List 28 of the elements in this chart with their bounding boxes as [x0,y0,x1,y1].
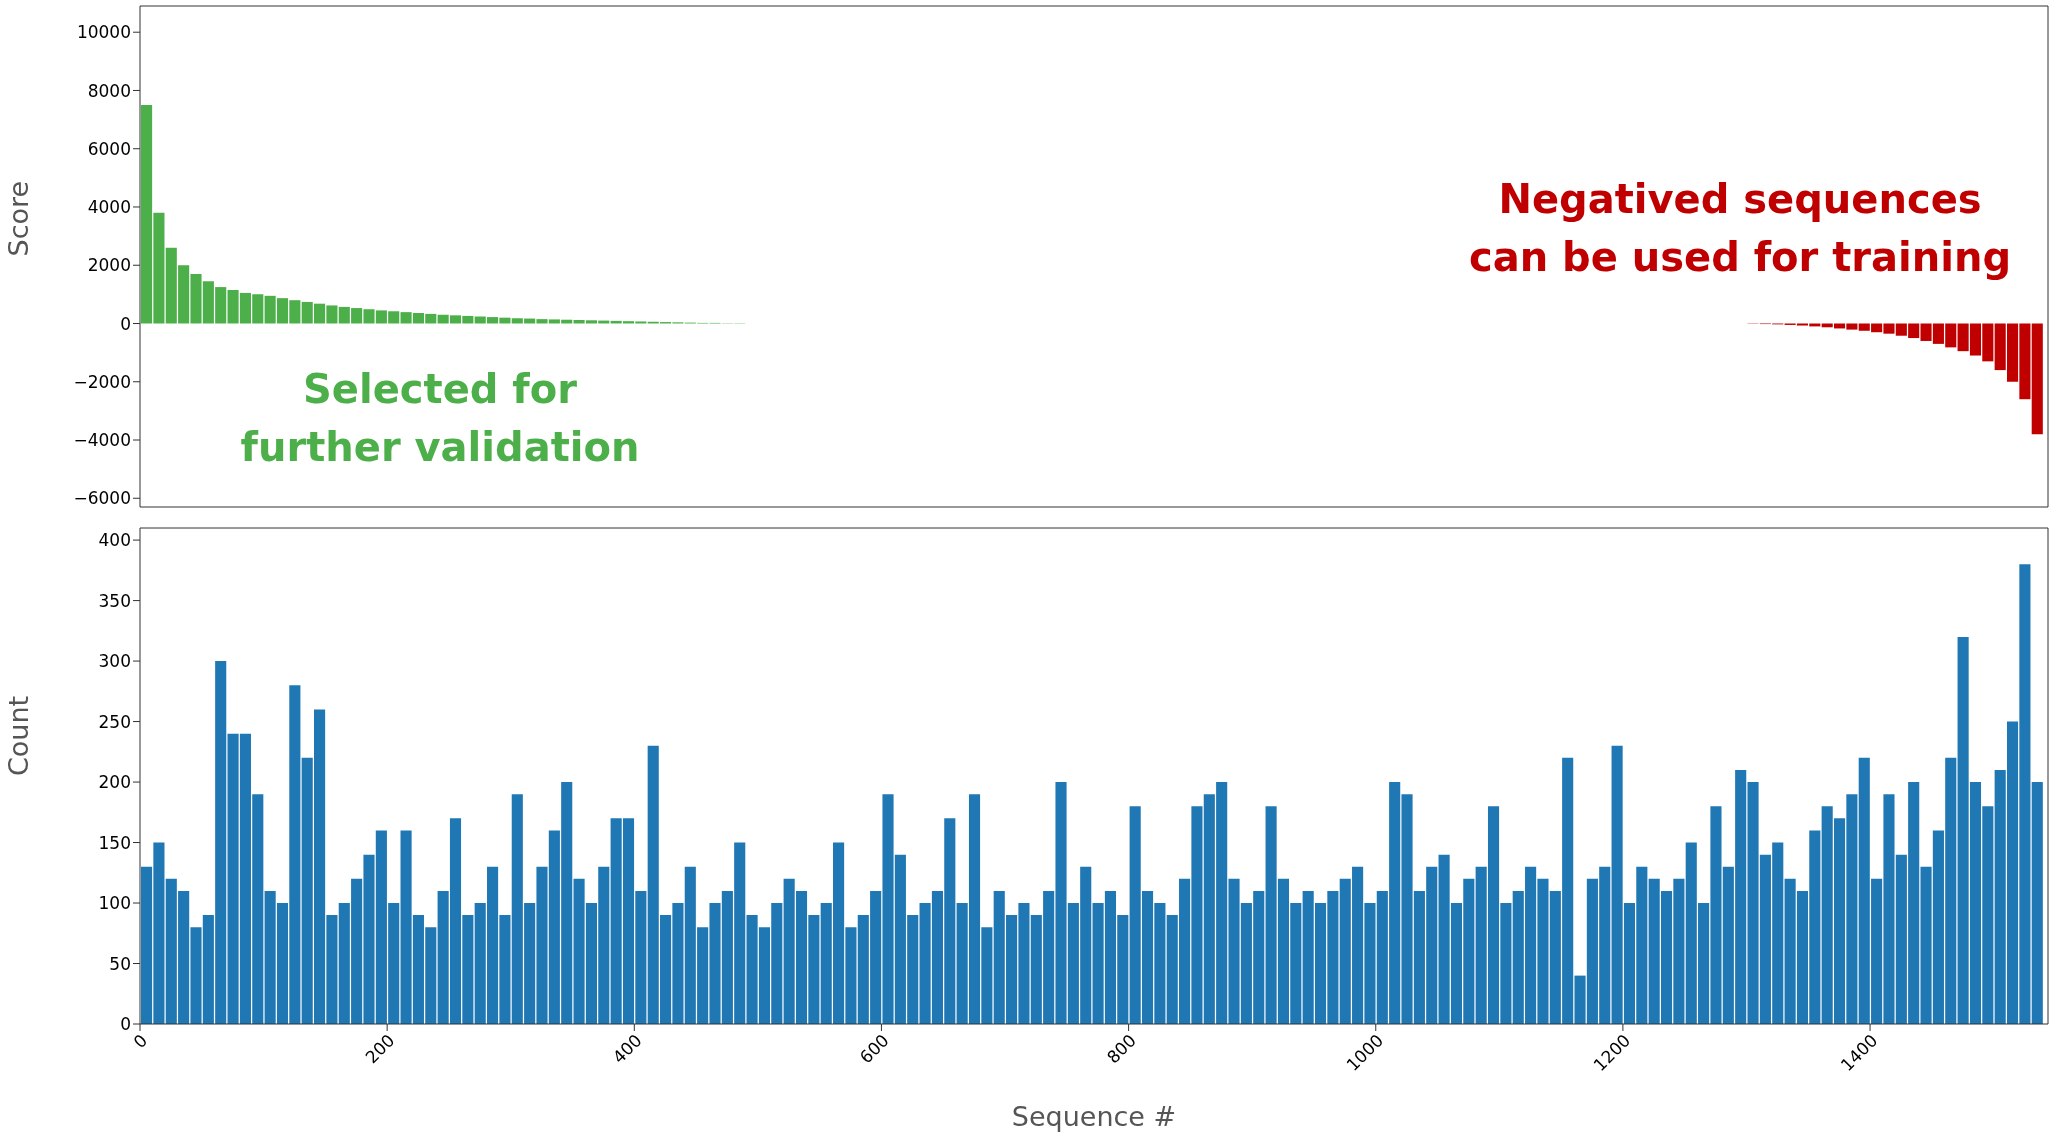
bar [2031,323,2043,435]
x-axis-title: Sequence # [1011,1101,1177,1132]
y-axis-title: Score [2,180,34,257]
y-tick-label: 10000 [76,22,131,43]
y-tick-label: 4000 [87,197,131,218]
bar [2031,782,2043,1024]
y-tick-label: 2000 [87,255,131,276]
annotation: Selected for further validation [239,365,641,472]
y-tick-label: 0 [120,1014,131,1035]
x-tick-label: 400 [608,1030,646,1068]
y-tick-label: 300 [98,651,131,672]
annotation: Negatived sequences can be used for training [1467,175,2013,282]
x-tick-label: 800 [1102,1030,1140,1068]
y-tick-label: 400 [98,530,131,551]
y-tick-label: 8000 [87,80,131,101]
y-tick-label: −4000 [73,430,131,451]
y-tick-label: 350 [98,590,131,611]
y-tick-label: 150 [98,832,131,853]
y-tick-label: −2000 [73,371,131,392]
y-tick-label: 50 [109,953,131,974]
y-tick-label: 250 [98,711,131,732]
x-tick-label: 600 [855,1030,893,1068]
y-tick-label: 200 [98,772,131,793]
y-tick-label: 6000 [87,138,131,159]
y-tick-label: −6000 [73,488,131,509]
y-tick-label: 100 [98,893,131,914]
y-tick-label: 0 [120,313,131,334]
y-axis-title: Count [2,695,34,776]
